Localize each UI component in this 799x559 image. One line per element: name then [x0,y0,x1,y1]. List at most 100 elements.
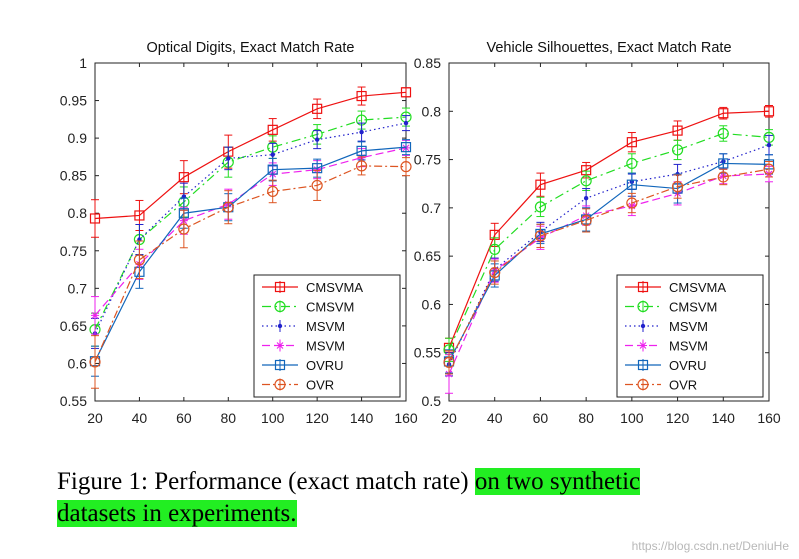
data-point [637,300,649,313]
legend-item: MSVM [262,339,345,354]
legend-label: CMSVMA [306,280,363,295]
caption-highlight-2: datasets in experiments. [57,500,297,527]
x-tick-label: 40 [487,410,503,426]
data-point [400,87,412,98]
chart-title: Optical Digits, Exact Match Rate [147,40,355,56]
y-tick-label: 0.95 [60,93,87,109]
legend-box [616,274,764,398]
data-point [314,137,320,142]
data-point [89,356,101,368]
series-6 [89,156,412,389]
data-point [270,152,275,157]
data-point [400,161,412,173]
data-point [311,179,323,192]
data-point [580,214,592,227]
x-tick-label: 120 [666,410,690,426]
data-point [637,359,649,371]
series-2 [443,125,775,362]
y-tick-label: 0.55 [60,393,87,409]
series-line [94,91,407,220]
data-point [626,157,638,170]
data-point [356,145,367,156]
series-6 [443,161,775,375]
legend-label: OVR [306,378,334,393]
legend: CMSVMA CMSVM MSVM MSVM OVRU OVR [616,274,764,398]
data-point [403,120,409,126]
x-tick-label: 80 [220,410,236,426]
data-point [489,266,501,279]
data-point [671,144,684,156]
data-point [277,323,283,329]
data-point [400,142,412,153]
legend-item: CMSVMA [625,280,726,295]
legend-label: OVRU [306,358,344,373]
y-tick-label: 0.75 [414,152,441,168]
y-tick-label: 0.85 [414,55,441,71]
data-point [89,213,101,224]
y-tick-label: 0.5 [422,393,442,409]
legend-label: MSVM [306,339,345,354]
data-point [133,254,146,266]
data-point [626,179,637,190]
y-tick-label: 0.9 [68,130,88,146]
data-point [535,179,546,190]
x-tick-label: 160 [757,410,781,426]
x-tick-label: 120 [305,410,329,426]
y-tick-label: 0.75 [60,243,87,259]
data-point [226,156,231,161]
series-line [94,165,407,363]
data-point [626,137,637,148]
series-line [94,116,407,330]
data-point [178,223,190,235]
data-point [637,378,649,391]
y-tick-label: 0.6 [68,355,88,371]
legend-item: CMSVM [625,300,717,315]
data-point [766,142,772,148]
data-point [717,127,729,140]
data-point [222,201,234,213]
x-tick-label: 140 [350,410,374,426]
legend-label: CMSVMA [669,280,726,295]
legend-item: OVR [625,378,697,393]
x-tick-label: 160 [394,410,418,426]
caption-text: Figure 1: Performance (exact match rate) [57,468,475,495]
data-point [355,160,368,172]
legend-label: OVR [669,378,697,393]
legend: CMSVMA CMSVM MSVM MSVM OVRU OVR [253,274,401,398]
series-line [94,146,407,362]
data-point [267,185,279,198]
legend-item: OVR [262,378,334,393]
legend-item: CMSVMA [262,280,363,295]
legend-label: CMSVM [669,300,717,315]
data-point [639,341,647,350]
legend-label: CMSVM [306,300,354,315]
legend-box [253,274,401,398]
chart-panel-1: Optical Digits, Exact Match Rate 0.55 0.6 0… [60,40,418,426]
y-tick-label: 0.8 [422,103,442,119]
data-point [489,243,501,255]
y-tick-label: 0.7 [422,200,442,216]
data-point [763,106,775,117]
data-point [637,281,649,293]
y-tick-label: 0.85 [60,168,87,184]
x-tick-label: 100 [261,410,285,426]
figure-caption: Figure 1: Performance (exact match rate)… [57,466,777,530]
data-point [671,181,684,193]
y-tick-label: 0.8 [68,205,88,221]
series-line [448,173,770,375]
legend-label: OVRU [669,358,707,373]
chart-title: Vehicle Silhouettes, Exact Match Rate [486,40,731,56]
data-point [583,196,589,201]
legend-item: OVRU [625,358,707,373]
data-point [267,164,278,175]
x-tick-label: 60 [176,410,192,426]
data-point [718,158,729,169]
plot-area [448,62,770,402]
x-tick-label: 100 [620,410,644,426]
x-tick-label: 80 [578,410,594,426]
data-point [267,124,278,135]
x-tick-label: 20 [441,410,457,426]
x-tick-label: 140 [712,410,736,426]
y-tick-label: 1 [79,55,87,71]
data-point [534,230,547,242]
